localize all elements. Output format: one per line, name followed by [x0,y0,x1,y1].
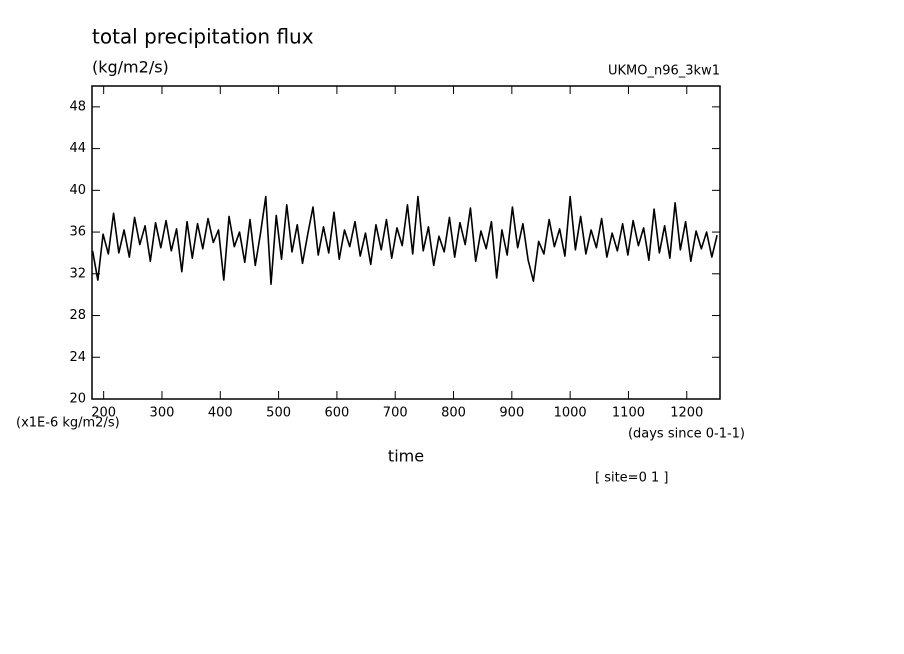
y-tick-label: 40 [69,183,86,198]
subtitle: UKMO_n96_3kw1 [608,64,720,79]
y-tick-label: 20 [69,392,86,407]
x-axis-label: time [388,447,424,466]
y-axis-label: (x1E-6 kg/m2/s) [16,416,120,431]
annotation: [ site=0 1 ] [595,471,668,486]
x-tick-label: 300 [150,406,175,421]
data-line [91,195,718,286]
x-tick-label: 400 [208,406,233,421]
x-tick-label: 1100 [612,406,645,421]
x-tick-label: 1000 [554,406,587,421]
units: (kg/m2/s) [92,58,169,77]
y-tick-label: 48 [69,99,86,114]
x-tick-label: 600 [324,406,349,421]
x-tick-label: 500 [266,406,291,421]
y-tick-label: 36 [69,225,86,240]
chart-title: total precipitation flux [92,25,314,49]
x-tick-label: 200 [91,406,116,421]
x-tick-label: 800 [441,406,466,421]
x-axis-units: (days since 0-1-1) [628,427,745,442]
y-tick-label: 44 [69,141,86,156]
y-tick-label: 28 [69,308,86,323]
x-tick-label: 900 [499,406,524,421]
x-tick-label: 1200 [670,406,703,421]
plot-frame [91,85,721,400]
x-tick-label: 700 [383,406,408,421]
y-tick-label: 24 [69,350,86,365]
y-tick-label: 32 [69,266,86,281]
